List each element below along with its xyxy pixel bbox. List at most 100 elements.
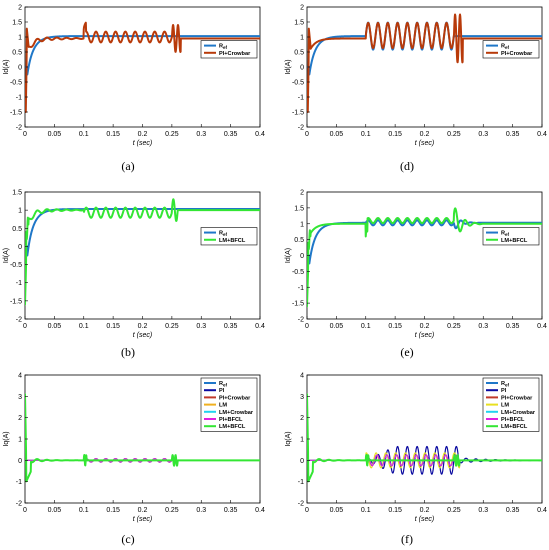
panel-caption: (e) bbox=[400, 345, 413, 359]
x-tick-label: 0.1 bbox=[361, 131, 371, 138]
x-tick-label: 0.4 bbox=[537, 323, 547, 330]
x-tick-label: 0.15 bbox=[388, 323, 402, 330]
panel-a: 0 0.05 0.1 0.15 0.2 0.25 0.3 0.35 0.4 -2 -1.5 -1 -0.… bbox=[3, 5, 265, 174]
y-tick-label: 4 bbox=[300, 373, 304, 380]
x-tick-label: 0.4 bbox=[255, 323, 265, 330]
y-tick-label: 1 bbox=[18, 208, 22, 215]
legend-label: PI bbox=[219, 388, 225, 394]
y-tick-label: 1 bbox=[300, 35, 304, 42]
y-tick-label: -1 bbox=[16, 280, 22, 287]
y-tick-label: 0 bbox=[18, 244, 22, 251]
x-tick-label: 0.3 bbox=[478, 131, 488, 138]
y-tick-label: 0.5 bbox=[294, 50, 304, 57]
series-group bbox=[307, 207, 542, 308]
x-tick-label: 0.2 bbox=[138, 507, 148, 514]
x-tick-label: 0.15 bbox=[106, 507, 120, 514]
panel-caption: (c) bbox=[121, 532, 134, 546]
x-axis-label: t (sec) bbox=[415, 332, 434, 339]
legend-label: Ref bbox=[219, 231, 228, 238]
x-tick-label: 0.2 bbox=[420, 131, 430, 138]
legend-label: LM+BFCL bbox=[219, 238, 246, 244]
legend-label: Ref bbox=[501, 231, 510, 238]
x-axis-label: t (sec) bbox=[133, 516, 152, 523]
series-line-lm-bfcl bbox=[307, 393, 542, 483]
y-tick-label: 2 bbox=[300, 190, 304, 197]
x-tick-label: 0.05 bbox=[330, 323, 344, 330]
series-group bbox=[25, 198, 260, 306]
y-tick-label: 1.5 bbox=[294, 205, 304, 212]
y-tick-label: 1.5 bbox=[12, 20, 22, 27]
x-tick-label: 0.2 bbox=[420, 507, 430, 514]
y-tick-label: -2 bbox=[298, 317, 304, 324]
plot-area bbox=[24, 6, 261, 128]
x-tick-label: 0.15 bbox=[106, 131, 120, 138]
y-tick-label: 0 bbox=[300, 458, 304, 465]
series-group bbox=[25, 393, 260, 483]
x-tick-label: 0.35 bbox=[224, 507, 238, 514]
y-axis-label: Id(A) bbox=[3, 248, 10, 263]
y-tick-label: 0 bbox=[18, 458, 22, 465]
y-tick-label: 0 bbox=[18, 65, 22, 72]
x-tick-label: 0.2 bbox=[138, 131, 148, 138]
y-tick-label: -1 bbox=[298, 479, 304, 486]
series-line-pi-crowbar bbox=[307, 13, 542, 113]
plot-area bbox=[306, 6, 543, 128]
x-tick-label: 0.25 bbox=[447, 507, 461, 514]
legend-label: Ref bbox=[219, 44, 228, 51]
x-tick-label: 0.15 bbox=[106, 323, 120, 330]
series-line-lm-bfcl bbox=[25, 198, 260, 306]
y-tick-label: 0.5 bbox=[12, 50, 22, 57]
y-tick-label: 2 bbox=[18, 415, 22, 422]
y-tick-label: -0.5 bbox=[10, 80, 22, 87]
x-tick-label: 0.25 bbox=[165, 323, 179, 330]
x-tick-label: 0.35 bbox=[506, 323, 520, 330]
y-axis-label: Id(A) bbox=[285, 248, 292, 263]
y-tick-label: 1 bbox=[300, 221, 304, 228]
series-line-lm-bfcl bbox=[25, 393, 260, 483]
panel-d: 0 0.05 0.1 0.15 0.2 0.25 0.3 0.35 0.4 -2 -1.5 -1 -0.… bbox=[285, 5, 547, 174]
panel-b: 0 0.05 0.1 0.15 0.2 0.25 0.3 0.35 0.4 -2 -1.5 -1 -0.… bbox=[3, 190, 265, 360]
series-line-lm-bfcl bbox=[307, 207, 542, 308]
x-tick-label: 0.05 bbox=[48, 507, 62, 514]
y-tick-label: 2 bbox=[300, 415, 304, 422]
panel-caption: (d) bbox=[400, 159, 414, 173]
x-tick-label: 0.05 bbox=[330, 507, 344, 514]
x-tick-label: 0.1 bbox=[361, 323, 371, 330]
legend-label: PI+Crowbar bbox=[219, 395, 251, 401]
panel-caption: (b) bbox=[121, 345, 135, 359]
legend-label: LM+Crowbar bbox=[501, 410, 536, 416]
series-group bbox=[307, 13, 542, 113]
panel-e: 0 0.05 0.1 0.15 0.2 0.25 0.3 0.35 0.4 -2 -1.5 -1 -0.… bbox=[285, 190, 547, 360]
x-tick-label: 0.3 bbox=[196, 507, 206, 514]
legend-label: PI+Crowbar bbox=[219, 51, 251, 57]
x-tick-label: 0.3 bbox=[196, 323, 206, 330]
x-axis-label: t (sec) bbox=[415, 516, 434, 523]
legend-label: LM+BFCL bbox=[501, 238, 528, 244]
series-group bbox=[307, 393, 542, 483]
plot-area bbox=[306, 191, 543, 320]
y-tick-label: -0.5 bbox=[292, 80, 304, 87]
y-tick-label: -2 bbox=[16, 501, 22, 508]
series-line-pi-crowbar bbox=[25, 21, 260, 113]
legend-label: PI+Crowbar bbox=[501, 51, 533, 57]
x-tick-label: 0.3 bbox=[478, 507, 488, 514]
x-tick-label: 0.4 bbox=[537, 507, 547, 514]
y-axis-label: Iq(A) bbox=[3, 431, 10, 446]
x-tick-label: 0.35 bbox=[506, 507, 520, 514]
legend-label: Ref bbox=[501, 44, 510, 51]
y-tick-label: -1 bbox=[16, 479, 22, 486]
x-tick-label: 0.25 bbox=[447, 323, 461, 330]
y-tick-label: 1 bbox=[300, 437, 304, 444]
x-tick-label: 0.05 bbox=[48, 131, 62, 138]
y-tick-label: 3 bbox=[300, 394, 304, 401]
y-tick-label: -1.5 bbox=[292, 110, 304, 117]
x-tick-label: 0.1 bbox=[361, 507, 371, 514]
y-tick-label: -1.5 bbox=[10, 298, 22, 305]
x-tick-label: 0.3 bbox=[478, 323, 488, 330]
x-axis-label: t (sec) bbox=[133, 140, 152, 147]
y-tick-label: 0 bbox=[300, 65, 304, 72]
y-tick-label: 1 bbox=[18, 437, 22, 444]
